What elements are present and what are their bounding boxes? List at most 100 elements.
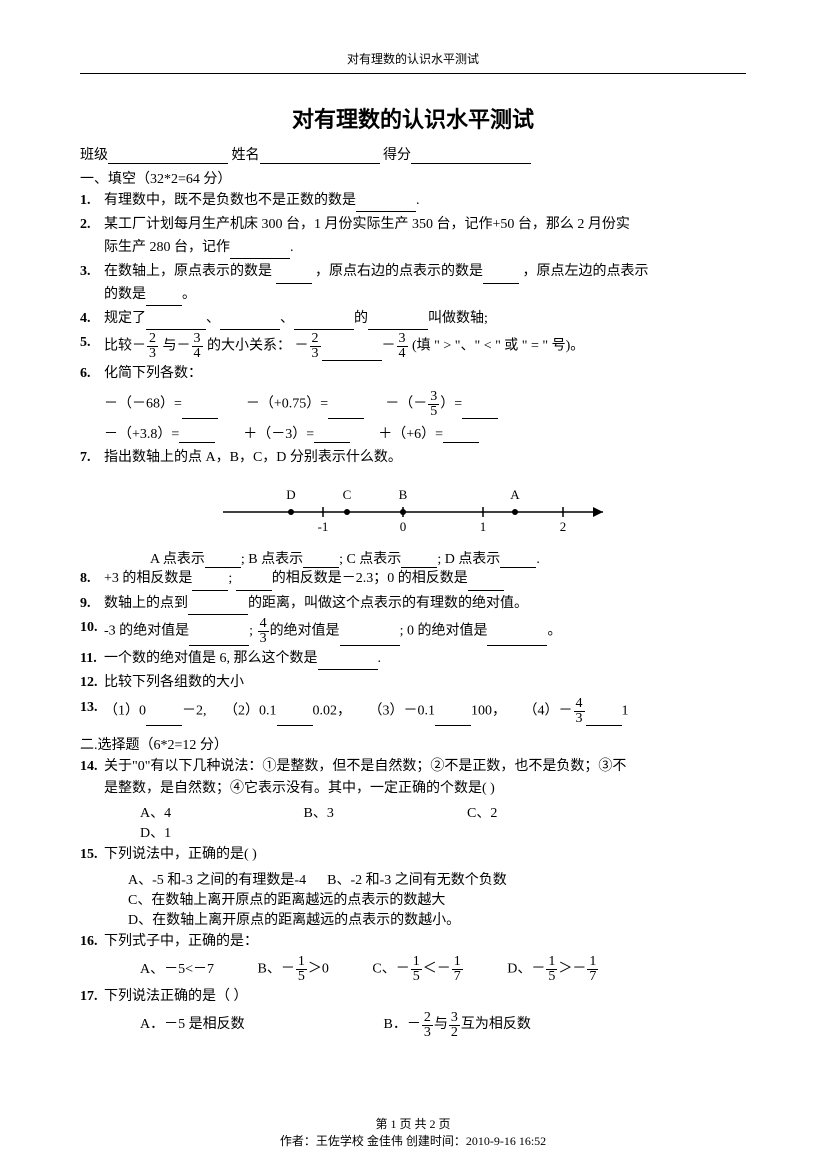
- q6-num: 6.: [80, 363, 104, 385]
- svg-text:C: C: [343, 487, 352, 502]
- q13-blank3[interactable]: [435, 711, 471, 726]
- q4-a: 规定了: [104, 311, 146, 326]
- q6r2-b: ＋（－3）=: [243, 427, 314, 442]
- q10-blank3[interactable]: [487, 631, 547, 646]
- q10-b: ;: [249, 624, 256, 639]
- q9-blank[interactable]: [188, 600, 248, 615]
- q16-opt-c[interactable]: C、－15＜－17: [372, 955, 463, 984]
- q5-c: 的大小关系：: [207, 339, 291, 354]
- q6-blank3[interactable]: [462, 404, 498, 419]
- q14-opt-d[interactable]: D、1: [140, 822, 260, 842]
- q8-blank3[interactable]: [468, 576, 504, 591]
- q16: 16. 下列式子中，正确的是：: [80, 931, 746, 953]
- q17-opt-b[interactable]: B．－23与32互为相反数: [384, 1017, 531, 1032]
- q2-blank[interactable]: [230, 244, 290, 259]
- q7-blankC[interactable]: [401, 553, 437, 568]
- q4-num: 4.: [80, 308, 104, 330]
- q15-num: 15.: [80, 844, 104, 866]
- q6-blank6[interactable]: [443, 428, 479, 443]
- q2-num: 2.: [80, 214, 104, 259]
- q14-opt-a[interactable]: A、4: [140, 802, 260, 822]
- q14-options: A、4 B、3 C、2 D、1: [80, 802, 746, 842]
- q10-a: -3 的绝对值是: [104, 624, 189, 639]
- q4-c: 、: [280, 311, 294, 326]
- blank-class[interactable]: [108, 149, 228, 164]
- q13-h: 1: [622, 703, 629, 718]
- q10-blank1[interactable]: [189, 631, 249, 646]
- q10-d: ; 0 的绝对值是: [400, 624, 488, 639]
- q15-opt-b[interactable]: B、-2 和-3 之间有无数个负数: [327, 873, 507, 888]
- q11-blank[interactable]: [318, 655, 378, 670]
- q8-blank1[interactable]: [192, 576, 228, 591]
- q11-num: 11.: [80, 648, 104, 670]
- q13-blank2[interactable]: [277, 711, 313, 726]
- svg-text:B: B: [399, 487, 408, 502]
- blank-score[interactable]: [411, 149, 531, 164]
- q14-b: 是整数，是自然数；④它表示没有。其中，一定正确的个数是( ): [104, 781, 495, 796]
- q16-opt-d[interactable]: D、－15＞－17: [507, 955, 599, 984]
- q14-num: 14.: [80, 756, 104, 801]
- q8-blank2[interactable]: [236, 576, 272, 591]
- q13: 13. （1）0－2, （2）0.10.02， （3）－0.1100， （4）－…: [80, 697, 746, 726]
- q1-tail: .: [416, 193, 420, 208]
- q5-blank[interactable]: [322, 346, 382, 361]
- q13-num: 13.: [80, 697, 104, 726]
- q3-blank3[interactable]: [146, 291, 182, 306]
- numberline: -1 0 1 2 D C B A: [80, 477, 746, 542]
- q10-blank2[interactable]: [340, 631, 400, 646]
- q14-opt-c[interactable]: C、2: [467, 802, 587, 822]
- q15-options: A、-5 和-3 之间的有理数是-4 B、-2 和-3 之间有无数个负数 C、在…: [80, 869, 746, 929]
- q8-c: 的相反数是－2.3；0 的相反数是: [272, 571, 468, 586]
- q4-blank2[interactable]: [220, 315, 280, 330]
- q7-text: 指出数轴上的点 A，B，C，D 分别表示什么数。: [104, 447, 746, 469]
- q16-opt-b[interactable]: B、－15＞0: [258, 955, 329, 984]
- q1-blank[interactable]: [356, 197, 416, 212]
- q15-opt-d[interactable]: D、在数轴上离开原点的距离越远的点表示的数越小。: [128, 913, 460, 928]
- q3: 3. 在数轴上，原点表示的数是 ，原点右边的点表示的数是 ，原点左边的点表示 的…: [80, 261, 746, 306]
- q7-blankD[interactable]: [500, 553, 536, 568]
- page-footer: 第 1 页 共 2 页 作者：王佐学校 金佳伟 创建时间：2010-9-16 1…: [0, 1115, 826, 1149]
- q6-blank1[interactable]: [182, 404, 218, 419]
- q6r1-ctail: ）=: [440, 396, 462, 411]
- q8-b: ;: [228, 571, 235, 586]
- frac-1-7a: 17: [452, 955, 463, 984]
- q16-opt-a[interactable]: A、－5<－7: [140, 958, 214, 978]
- q7-blankA[interactable]: [205, 553, 241, 568]
- question-list-5: 15. 下列说法中，正确的是( ): [80, 844, 746, 866]
- frac-1-5b: 15: [411, 955, 422, 984]
- frac-1-5c: 15: [546, 955, 557, 984]
- q3-tail: 。: [182, 287, 196, 302]
- question-list-6: 16. 下列式子中，正确的是：: [80, 931, 746, 953]
- svg-text:0: 0: [400, 519, 407, 534]
- q12: 12. 比较下列各组数的大小: [80, 672, 746, 694]
- q4-blank1[interactable]: [146, 315, 206, 330]
- q6-blank5[interactable]: [314, 428, 350, 443]
- q6-blank2[interactable]: [328, 404, 364, 419]
- frac-2-3c: 23: [422, 1011, 433, 1040]
- q13-blank1[interactable]: [146, 711, 182, 726]
- q7-blankB[interactable]: [303, 553, 339, 568]
- q13-blank4[interactable]: [586, 711, 622, 726]
- q3-a: 在数轴上，原点表示的数是: [104, 264, 276, 279]
- q6-blank4[interactable]: [179, 428, 215, 443]
- frac-3-2: 32: [449, 1011, 460, 1040]
- q6r1-b: －（+0.75）=: [246, 396, 328, 411]
- q15-opt-a[interactable]: A、-5 和-3 之间的有理数是-4: [128, 873, 306, 888]
- blank-name[interactable]: [260, 149, 380, 164]
- q13-f: 100，: [471, 703, 506, 718]
- q12-num: 12.: [80, 672, 104, 694]
- q14-a: 关于"0"有以下几种说法：①是整数，但不是自然数；②不是正数，也不是负数；③不: [104, 759, 626, 774]
- q4-blank4[interactable]: [368, 315, 428, 330]
- frac-4-3b: 43: [574, 697, 585, 726]
- q9: 9. 数轴上的点到的距离，叫做这个点表示的有理数的绝对值。: [80, 593, 746, 615]
- q3-blank2[interactable]: [483, 269, 519, 284]
- q7a-a: A 点表示: [150, 552, 205, 567]
- q17-opt-a[interactable]: A．－5 是相反数: [140, 1013, 380, 1033]
- q14-opt-b[interactable]: B、3: [304, 802, 424, 822]
- q4-blank3[interactable]: [294, 315, 354, 330]
- q11-tail: .: [378, 651, 382, 666]
- q15-opt-c[interactable]: C、在数轴上离开原点的距离越远的点表示的数越大: [128, 893, 445, 908]
- q3-blank1[interactable]: [276, 269, 312, 284]
- q16-options: A、－5<－7 B、－15＞0 C、－15＜－17 D、－15＞－17: [80, 955, 746, 984]
- page-header: 对有理数的认识水平测试: [80, 50, 746, 67]
